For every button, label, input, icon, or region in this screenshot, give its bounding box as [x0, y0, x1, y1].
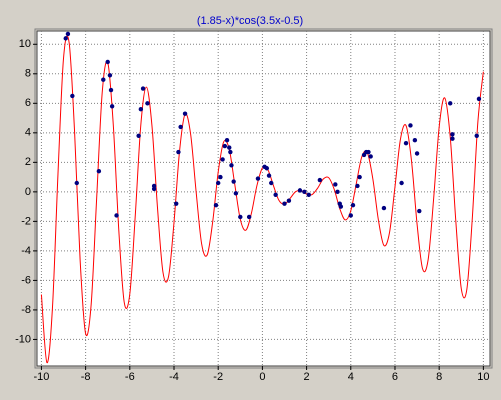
- data-point: [368, 154, 373, 159]
- data-point: [145, 101, 150, 106]
- chart-title: (1.85-x)*cos(3.5x-0.5): [197, 15, 303, 27]
- data-point: [297, 188, 303, 193]
- y-tick-label: 6: [25, 97, 31, 109]
- x-tick-label: -4: [169, 371, 179, 383]
- data-point: [178, 124, 183, 130]
- data-point: [108, 87, 114, 93]
- x-tick-label: 10: [477, 371, 489, 383]
- data-point: [450, 136, 455, 141]
- data-point: [273, 192, 278, 198]
- y-tick-label: -8: [21, 304, 31, 316]
- x-tick-label: -8: [81, 371, 91, 383]
- data-point: [306, 192, 311, 198]
- data-point: [109, 104, 115, 109]
- x-tick-label: 8: [436, 371, 442, 383]
- data-point: [140, 86, 146, 91]
- data-point: [302, 189, 307, 195]
- data-point: [224, 138, 230, 143]
- data-point: [412, 138, 418, 143]
- data-point: [174, 201, 179, 206]
- data-point: [286, 198, 292, 203]
- data-point: [255, 176, 261, 181]
- data-point: [264, 166, 270, 171]
- data-point: [335, 189, 340, 195]
- x-tick-label: 0: [259, 371, 265, 383]
- data-point: [448, 101, 453, 106]
- data-point: [399, 180, 404, 186]
- data-point: [476, 96, 482, 102]
- y-tick-label: 0: [25, 186, 31, 198]
- data-point: [317, 177, 323, 183]
- data-point: [417, 208, 422, 214]
- data-point: [350, 202, 356, 208]
- y-tick-label: -10: [15, 333, 31, 345]
- data-point: [338, 204, 344, 209]
- data-point: [213, 202, 219, 208]
- x-tick-label: -6: [125, 371, 135, 383]
- data-point: [176, 149, 181, 155]
- y-tick-label: 8: [25, 68, 31, 80]
- data-point: [105, 59, 110, 65]
- data-point: [238, 214, 243, 220]
- data-point: [107, 73, 113, 78]
- data-point: [403, 140, 409, 146]
- data-point: [357, 174, 362, 180]
- data-point: [74, 180, 79, 186]
- data-point: [246, 214, 252, 220]
- data-point: [450, 132, 455, 137]
- data-point: [220, 157, 225, 162]
- marks: [40, 31, 484, 364]
- data-point: [269, 180, 274, 186]
- y-tick-label: 10: [19, 38, 31, 50]
- data-point: [408, 123, 413, 128]
- data-point: [70, 93, 75, 99]
- data-point: [151, 186, 157, 192]
- x-tick-label: 4: [348, 371, 354, 383]
- x-tick-label: -2: [213, 371, 223, 383]
- data-point: [96, 168, 102, 174]
- data-point: [229, 163, 234, 168]
- data-point: [231, 179, 236, 184]
- y-tick-label: -2: [21, 215, 31, 227]
- y-tick-label: 4: [25, 127, 31, 139]
- data-point: [282, 201, 287, 206]
- labels: -10 -8 -6 -4 -2 0 2 4 6 8 10 -10 -8 -6 -4 -2 0 2 4 6 8 10: [15, 38, 489, 383]
- data-point: [65, 31, 71, 37]
- data-point: [227, 145, 232, 150]
- data-point: [266, 173, 272, 178]
- data-point: [216, 180, 221, 186]
- data-point: [101, 77, 106, 82]
- data-point: [355, 183, 360, 189]
- data-point: [333, 182, 338, 187]
- data-point: [366, 149, 371, 155]
- x-tick-label: -10: [33, 371, 49, 383]
- data-point: [222, 143, 228, 149]
- frame-shadow: [34, 28, 493, 369]
- x-tick-label: 2: [304, 371, 310, 383]
- y-tick-label: -6: [21, 274, 31, 286]
- data-point: [136, 133, 141, 138]
- data-point: [138, 107, 144, 112]
- data-point: [381, 205, 387, 211]
- data-point: [114, 213, 119, 218]
- data-point: [474, 133, 479, 138]
- data-point: [414, 151, 420, 156]
- data-point: [348, 213, 353, 218]
- grid: [33, 31, 490, 370]
- y-tick-label: 2: [25, 156, 31, 168]
- data-point: [218, 174, 223, 180]
- x-tick-label: 6: [392, 371, 398, 383]
- data-point: [228, 149, 233, 155]
- y-tick-label: -4: [21, 245, 31, 257]
- data-point: [233, 191, 239, 196]
- data-point: [182, 111, 188, 116]
- data-point: [63, 36, 68, 41]
- plot-area: [36, 30, 491, 367]
